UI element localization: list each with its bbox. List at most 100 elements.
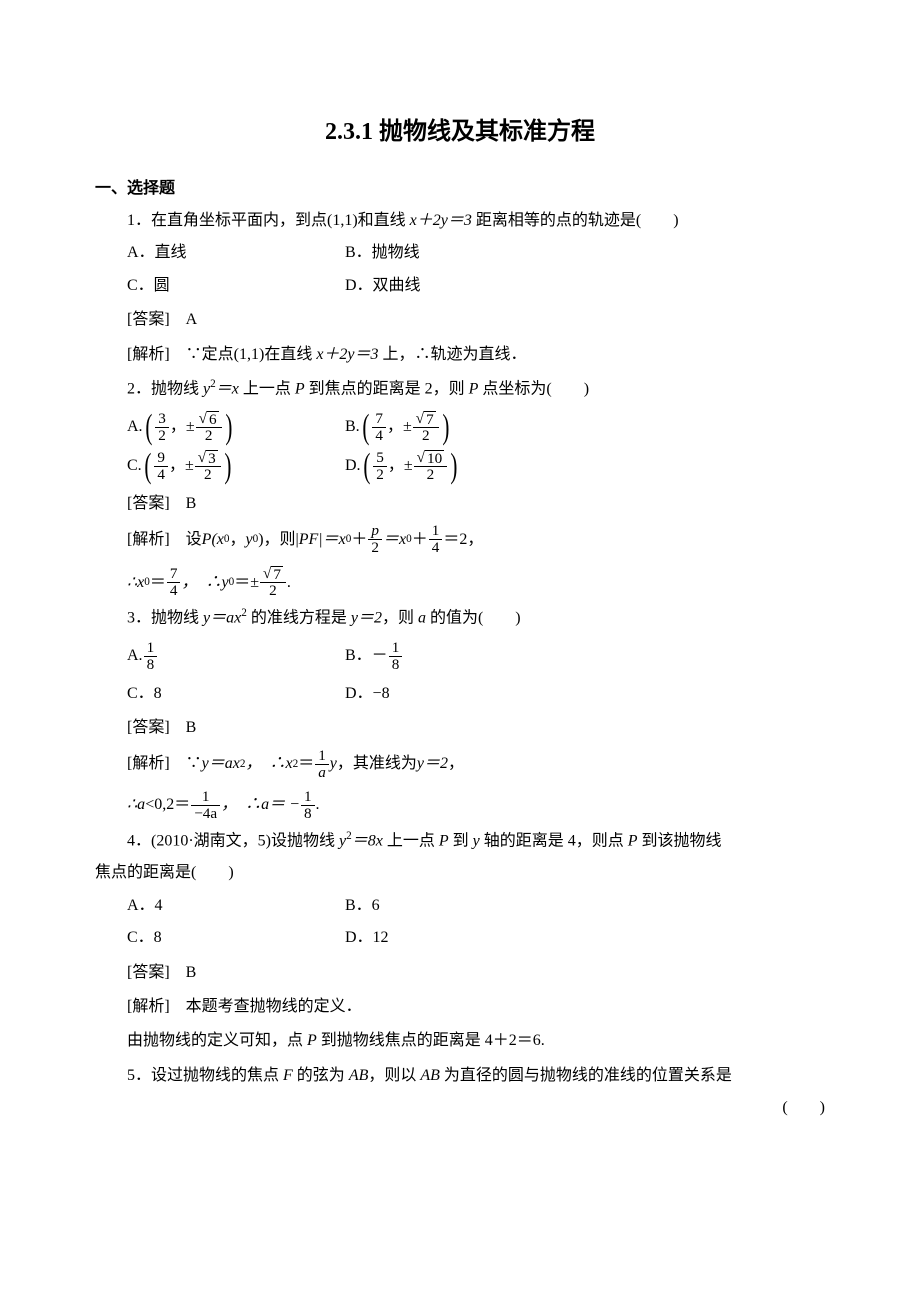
lparen-icon: ( bbox=[363, 451, 370, 481]
y: y bbox=[330, 749, 337, 779]
q3-optA-prefix: A. bbox=[127, 641, 143, 671]
lt: <0,2＝ bbox=[145, 790, 190, 820]
y2eq: y＝2 bbox=[417, 749, 448, 779]
eq2: ＝2， bbox=[443, 525, 483, 555]
q1-optA: A．直线 bbox=[95, 238, 345, 268]
q4-s4: 到该抛物线 bbox=[638, 832, 722, 849]
frac-14a: 1−4a bbox=[191, 789, 220, 822]
period: . bbox=[316, 790, 320, 820]
q3-y2: y＝2 bbox=[351, 610, 382, 627]
q2-optA-y: √62 bbox=[196, 411, 222, 444]
q1-row2: C．圆 D．双曲线 bbox=[95, 271, 825, 301]
q3-stem-prefix: 3．抛物线 bbox=[127, 610, 203, 627]
q5-stem: 5．设过抛物线的焦点 F 的弦为 AB，则以 AB 为直径的圆与抛物线的准线的位… bbox=[95, 1061, 825, 1091]
q4-prefix: 4．(2010·湖南文，5)设抛物线 bbox=[127, 832, 339, 849]
frac-1a: 1a bbox=[315, 748, 329, 781]
q4-s3: 轴的距离是 4，则点 bbox=[480, 832, 628, 849]
q1-stem-eq: x＋2y＝3 bbox=[410, 212, 472, 229]
q3-s3: 的值为( ) bbox=[426, 610, 521, 627]
q1-stem-prefix: 1．在直角坐标平面内，到点(1,1)和直线 bbox=[127, 212, 410, 229]
sqrt-icon: √6 bbox=[199, 411, 219, 427]
sqrt-icon: √7 bbox=[263, 566, 283, 582]
q4-row1: A．4 B．6 bbox=[95, 891, 825, 921]
q2-optD: D.(52，±√102) bbox=[345, 450, 825, 483]
q4-P2: P bbox=[628, 832, 638, 849]
q1-exp-prefix: [解析] ∵定点(1,1)在直线 bbox=[127, 346, 316, 363]
eq2: ＝± bbox=[234, 568, 259, 598]
period: . bbox=[287, 568, 291, 598]
q1-stem: 1．在直角坐标平面内，到点(1,1)和直线 x＋2y＝3 距离相等的点的轨迹是(… bbox=[95, 206, 825, 236]
q4-s1: 上一点 bbox=[383, 832, 439, 849]
q4-optB: B．6 bbox=[345, 891, 825, 921]
q3-row2: C．8 D．−8 bbox=[95, 679, 825, 709]
q2-optC-y: √32 bbox=[195, 450, 221, 483]
q1-answer: [答案] A bbox=[95, 305, 825, 335]
q4-explain2: 由抛物线的定义可知，点 P 到抛物线焦点的距离是 4＋2＝6. bbox=[95, 1026, 825, 1056]
q2-optA-x: 32 bbox=[155, 411, 169, 444]
suffix2: ， bbox=[448, 749, 464, 779]
suffix: ，其准线为 bbox=[337, 749, 417, 779]
q1-optC: C．圆 bbox=[95, 271, 345, 301]
q3-explain-line2: ∴a<0,2＝1−4a， ∴a＝ −18. bbox=[95, 789, 825, 822]
q4-exp2-P: P bbox=[307, 1032, 317, 1049]
q5-AB2: AB bbox=[420, 1067, 440, 1084]
q5-F: F bbox=[283, 1067, 293, 1084]
q4-explain1: [解析] 本题考查抛物线的定义． bbox=[95, 992, 825, 1022]
plus2: ＋ bbox=[412, 525, 428, 555]
frac-74: 74 bbox=[167, 566, 181, 599]
section-heading: 一、选择题 bbox=[95, 174, 825, 204]
q4-8x: ＝8x bbox=[352, 832, 383, 849]
q3-row1: A.18 B．－18 bbox=[95, 640, 825, 673]
q2-optA: A.(32，±√62) bbox=[95, 411, 345, 444]
q5-paren: ( ) bbox=[782, 1093, 825, 1123]
frac-14: 14 bbox=[429, 523, 443, 556]
q2-optC: C.(94，±√32) bbox=[95, 450, 345, 483]
q2-optB-x: 74 bbox=[372, 411, 386, 444]
q4-stem-line1: 4．(2010·湖南文，5)设抛物线 y2＝8x 上一点 P 到 y 轴的距离是… bbox=[95, 826, 825, 857]
sep: ，± bbox=[170, 412, 195, 442]
q2-optA-prefix: A. bbox=[127, 412, 143, 442]
q4-optA: A．4 bbox=[95, 891, 345, 921]
rparen-icon: ) bbox=[224, 451, 231, 481]
q2-optD-x: 52 bbox=[373, 450, 387, 483]
l2-prefix: ∴x bbox=[127, 568, 144, 598]
q1-exp-eq: x＋2y＝3 bbox=[316, 346, 378, 363]
q2-row1: A.(32，±√62) B.(74，±√72) bbox=[95, 411, 825, 444]
q5-mid: 的弦为 bbox=[293, 1067, 349, 1084]
q4-stem-line2: 焦点的距离是( ) bbox=[95, 858, 825, 888]
q5-suffix: 为直径的圆与抛物线的准线的位置关系是 bbox=[440, 1067, 732, 1084]
q2-stem-mid: ＝x bbox=[216, 380, 239, 397]
rparen-icon: ) bbox=[451, 451, 458, 481]
paren: )，则| bbox=[258, 525, 299, 555]
q2-exp-prefix: [解析] 设 bbox=[127, 525, 202, 555]
eqx: |＝x bbox=[318, 525, 346, 555]
q2-explain-line2: ∴x0＝74， ∴y0＝±√72. bbox=[95, 566, 825, 599]
q3-optC: C．8 bbox=[95, 679, 345, 709]
q4-s2: 到 bbox=[449, 832, 473, 849]
q5-AB1: AB bbox=[349, 1067, 369, 1084]
q1-exp-suffix: 上，∴轨迹为直线． bbox=[379, 346, 527, 363]
q4-answer: [答案] B bbox=[95, 958, 825, 988]
q3-exp-prefix: [解析] ∵ bbox=[127, 749, 202, 779]
q2-PF: PF bbox=[299, 525, 319, 555]
l2-comma: ， ∴y bbox=[181, 568, 228, 598]
frac-p2: p2 bbox=[368, 523, 382, 556]
q1-explain: [解析] ∵定点(1,1)在直线 x＋2y＝3 上，∴轨迹为直线． bbox=[95, 340, 825, 370]
q2-stem-prefix: 2．抛物线 bbox=[127, 380, 203, 397]
q3-answer: [答案] B bbox=[95, 713, 825, 743]
q3-optA: A.18 bbox=[95, 640, 345, 673]
sep: ，± bbox=[388, 451, 413, 481]
q3-a: a bbox=[418, 610, 426, 627]
l2-prefix: ∴a bbox=[127, 790, 145, 820]
q4-P: P bbox=[439, 832, 449, 849]
q2-stem: 2．抛物线 y2＝x 上一点 P 到焦点的距离是 2，则 P 点坐标为( ) bbox=[95, 374, 825, 405]
eqx2: ＝x bbox=[383, 525, 406, 555]
sqrt-icon: √3 bbox=[198, 450, 218, 466]
q3-optB-prefix: B．－ bbox=[345, 641, 388, 671]
rparen-icon: ) bbox=[442, 412, 449, 442]
q4-yaxis: y bbox=[473, 832, 480, 849]
q2-stem-s3: 点坐标为( ) bbox=[478, 380, 589, 397]
q3-s2: ，则 bbox=[382, 610, 418, 627]
sqrt-icon: √10 bbox=[417, 450, 445, 466]
page: 2.3.1 抛物线及其标准方程 一、选择题 1．在直角坐标平面内，到点(1,1)… bbox=[0, 0, 920, 1302]
